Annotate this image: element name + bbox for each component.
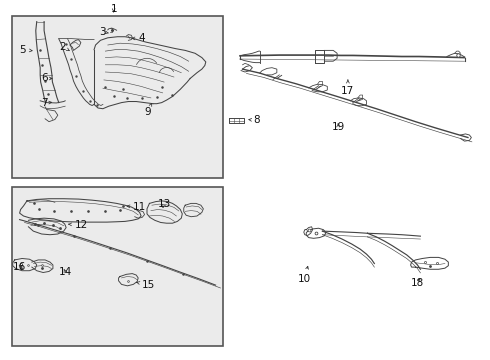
Text: 16: 16 — [13, 262, 26, 272]
Text: 10: 10 — [298, 266, 311, 284]
Text: 3: 3 — [98, 27, 108, 37]
Text: 15: 15 — [137, 280, 155, 290]
Text: 12: 12 — [69, 220, 88, 230]
Text: 11: 11 — [127, 202, 147, 212]
Text: 8: 8 — [249, 115, 260, 125]
Text: 7: 7 — [41, 98, 51, 108]
Text: 9: 9 — [145, 103, 152, 117]
Text: 14: 14 — [58, 267, 72, 277]
Text: 18: 18 — [411, 278, 424, 288]
Text: 5: 5 — [19, 45, 32, 55]
Bar — [12, 16, 223, 178]
Text: 2: 2 — [59, 42, 70, 52]
Text: 4: 4 — [132, 33, 146, 43]
Text: 6: 6 — [41, 73, 52, 84]
Text: 17: 17 — [341, 80, 355, 96]
Text: 19: 19 — [331, 122, 345, 132]
Text: 1: 1 — [110, 4, 117, 14]
Bar — [12, 187, 223, 346]
Text: 13: 13 — [157, 199, 171, 210]
